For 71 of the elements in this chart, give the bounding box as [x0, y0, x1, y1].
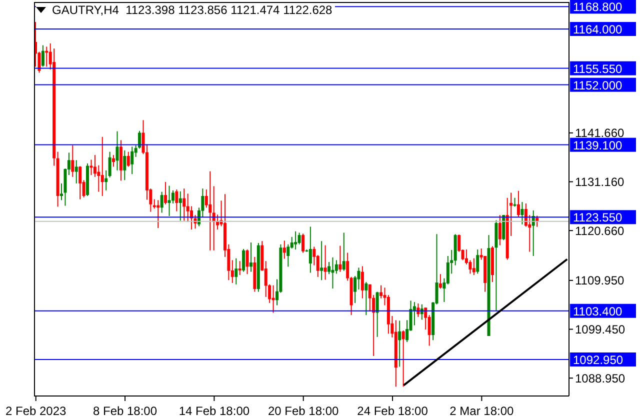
candlestick	[338, 245, 342, 272]
y-tick-label: 1141.660	[575, 126, 624, 140]
x-tick-label: 20 Feb 18:00	[268, 404, 340, 418]
y-tick-label: 1099.450	[575, 322, 626, 337]
candlestick	[334, 260, 338, 274]
candlestick	[320, 240, 324, 281]
candlestick	[364, 282, 368, 316]
candlestick	[282, 240, 286, 260]
candlestick	[438, 274, 442, 290]
x-tick-label: 2 Feb 2023	[6, 404, 67, 418]
candlestick	[246, 248, 249, 275]
ref-line-label: 1103.400	[573, 304, 622, 318]
candlestick	[402, 330, 405, 388]
chart-title: GAUTRY,H4 1123.398 1123.856 1121.474 1122.628	[52, 3, 332, 17]
candlestick	[376, 291, 379, 338]
candlestick	[142, 120, 145, 155]
ref-line-label: 1168.800	[573, 0, 622, 14]
candlestick	[302, 233, 304, 254]
x-tick-label: 2 Mar 18:00	[450, 404, 514, 418]
candlestick	[164, 182, 168, 205]
candlestick	[516, 190, 520, 218]
x-tick-label: 8 Feb 18:00	[92, 404, 158, 418]
candlestick	[182, 188, 186, 222]
candlestick	[324, 244, 327, 280]
candlestick	[476, 248, 480, 274]
candlestick	[41, 44, 44, 68]
candlestick	[74, 160, 78, 184]
candlestick	[90, 159, 93, 176]
candlestick	[234, 258, 238, 285]
candlestick	[286, 244, 290, 268]
candlestick	[360, 266, 364, 299]
candlestick	[308, 226, 312, 274]
candlestick	[160, 191, 164, 214]
x-tick-label: 14 Feb 18:00	[178, 404, 250, 418]
y-tick-label: 1088.950	[575, 371, 626, 386]
candlestick	[520, 202, 524, 225]
candlestick	[116, 130, 119, 171]
ref-line-label: 1092.950	[573, 352, 624, 367]
candlestick	[242, 248, 246, 272]
candlestick	[126, 151, 130, 168]
candlestick	[108, 151, 112, 178]
candlestick	[123, 150, 126, 181]
candlestick	[342, 232, 346, 272]
candlestick	[294, 230, 298, 250]
y-tick-label: 1120.660	[575, 224, 624, 238]
candlestick	[298, 232, 301, 245]
candlestick	[71, 144, 74, 178]
ref-line-label: 1139.100	[573, 138, 622, 152]
candlestick	[100, 136, 104, 196]
ref-line-label: 1152.000	[573, 78, 622, 92]
candlestick	[331, 256, 334, 290]
x-tick-label: 24 Feb 18:00	[357, 404, 428, 418]
candlestick	[472, 258, 476, 276]
candlestick	[498, 214, 502, 246]
candlestick	[175, 188, 178, 212]
candlestick	[119, 140, 122, 182]
candlestick	[168, 185, 171, 216]
candlestick	[130, 146, 134, 175]
candlestick	[208, 170, 212, 251]
candlestick	[104, 170, 108, 191]
candlestick	[178, 190, 182, 222]
ref-line-label: 1164.000	[573, 22, 622, 36]
candlestick	[78, 166, 82, 200]
ref-line-label: 1123.550	[573, 210, 622, 225]
y-tick-label: 1109.950	[575, 274, 624, 288]
candlestick	[249, 242, 252, 272]
candlestick	[238, 260, 242, 276]
candlestick	[398, 320, 402, 368]
y-tick-label: 1131.160	[575, 175, 624, 189]
ref-line-label: 1155.550	[573, 62, 622, 76]
candlestick	[112, 154, 116, 168]
